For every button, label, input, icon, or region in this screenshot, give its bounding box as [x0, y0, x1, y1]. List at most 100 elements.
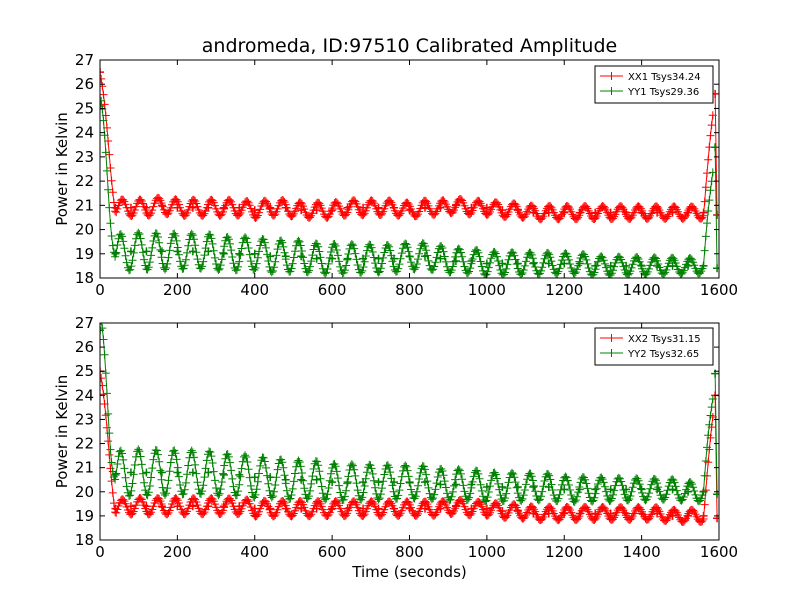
data-point [479, 492, 488, 501]
data-point [436, 480, 445, 489]
data-point [358, 266, 367, 275]
data-point [210, 201, 219, 210]
chart-panel-bottom: 0 200 400 600 800 1000 1200 1400 1600 18 19 20 21 22 2… [53, 314, 738, 581]
data-point [246, 257, 255, 266]
data-point [706, 186, 715, 195]
data-point [359, 203, 368, 212]
data-point [152, 446, 161, 455]
data-point [266, 252, 275, 261]
data-point [120, 244, 129, 253]
data-point [216, 261, 225, 270]
data-point [235, 210, 244, 219]
data-point [420, 465, 429, 474]
data-point [166, 503, 175, 512]
data-point [303, 268, 312, 277]
data-point [509, 469, 518, 478]
data-point [289, 253, 298, 262]
data-point [154, 233, 163, 242]
data-point [437, 242, 446, 251]
data-point [584, 489, 593, 498]
data-point [633, 253, 642, 262]
data-point [297, 252, 306, 261]
data-point [359, 511, 368, 520]
data-point [670, 478, 679, 487]
data-point [380, 248, 389, 257]
x-axis-label: Time (seconds) [351, 563, 467, 581]
data-point [563, 252, 572, 261]
data-point [266, 203, 275, 212]
data-point [456, 469, 465, 478]
data-point [571, 496, 580, 505]
data-point [149, 502, 158, 511]
data-point [642, 269, 651, 278]
data-point [451, 257, 460, 266]
data-point [107, 458, 116, 467]
data-point [405, 504, 414, 513]
data-point [190, 453, 199, 462]
data-point [668, 485, 677, 494]
data-point [100, 90, 108, 99]
data-point [643, 492, 652, 501]
data-point [163, 484, 172, 493]
data-point [458, 252, 467, 261]
legend-label: YY2 Tsys32.65 [627, 349, 699, 360]
data-point [228, 474, 237, 483]
data-point [701, 456, 710, 465]
data-point [490, 247, 499, 256]
data-point [120, 464, 129, 473]
data-point [224, 452, 233, 461]
data-point [610, 262, 619, 271]
data-point [696, 268, 705, 277]
data-point [104, 185, 113, 194]
data-point [353, 486, 362, 495]
data-point [637, 208, 646, 217]
data-point [122, 482, 131, 491]
data-point [502, 513, 511, 522]
data-point [252, 259, 261, 268]
data-point [422, 470, 431, 479]
data-point [626, 491, 635, 500]
series-group [100, 68, 719, 278]
data-point [622, 509, 631, 518]
data-point [635, 257, 644, 266]
data-point [521, 480, 530, 489]
data-point [333, 474, 342, 483]
data-point [134, 445, 143, 454]
data-point [183, 470, 192, 479]
data-point [384, 242, 393, 251]
data-point [256, 241, 265, 250]
y-tick-label: 23 [75, 410, 94, 428]
data-point [484, 510, 493, 519]
data-point [673, 490, 682, 499]
data-point [343, 203, 352, 212]
data-point [429, 494, 438, 503]
data-point [268, 266, 277, 275]
data-point [437, 464, 446, 473]
data-point [600, 203, 609, 212]
data-point [451, 201, 460, 210]
data-point [430, 490, 439, 499]
data-point [583, 259, 592, 268]
data-point [102, 166, 111, 175]
data-point [104, 437, 113, 446]
data-point [271, 481, 280, 490]
data-point [494, 256, 503, 265]
data-point [272, 251, 281, 260]
data-point [321, 495, 330, 504]
data-point [265, 486, 274, 495]
data-point [278, 458, 287, 467]
data-point [446, 268, 455, 277]
data-point [352, 479, 361, 488]
data-point [519, 491, 528, 500]
data-point [344, 249, 353, 258]
data-point [180, 485, 189, 494]
data-point [296, 241, 305, 250]
data-point [477, 486, 486, 495]
data-point [644, 514, 653, 523]
data-point [326, 247, 335, 256]
data-point [403, 243, 412, 252]
data-point [290, 469, 299, 478]
data-point [615, 253, 624, 262]
data-point [487, 476, 496, 485]
data-point [324, 484, 333, 493]
